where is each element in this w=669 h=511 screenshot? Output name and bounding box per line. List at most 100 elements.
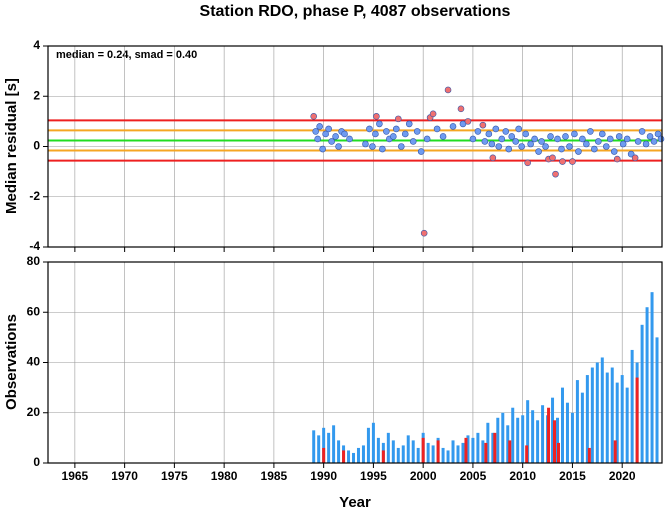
bar (585, 375, 589, 463)
bar (511, 407, 515, 463)
point (328, 138, 335, 145)
point (646, 133, 654, 140)
point (401, 130, 409, 138)
bar (650, 292, 654, 463)
point (627, 150, 635, 158)
bar (570, 412, 574, 463)
point (413, 128, 421, 135)
x-tick-label: 1980 (211, 469, 238, 483)
point (575, 148, 582, 155)
bar (531, 410, 535, 463)
x-tick-label: 2015 (559, 469, 586, 483)
x-tick-label: 1995 (360, 469, 387, 483)
point (464, 118, 472, 125)
point (505, 145, 513, 153)
point (623, 135, 631, 143)
bar (416, 447, 420, 463)
point (602, 143, 610, 150)
bar (486, 422, 490, 463)
point (314, 135, 321, 143)
bar (496, 417, 500, 463)
bar (347, 450, 351, 463)
point (332, 133, 339, 140)
bar (521, 415, 525, 463)
bar (560, 387, 564, 463)
point (595, 138, 602, 145)
plot-frame (47, 45, 663, 248)
x-tick-label: 2005 (460, 469, 487, 483)
point (638, 128, 646, 135)
point (524, 159, 531, 167)
point (522, 130, 529, 138)
point (394, 115, 402, 123)
bar (371, 422, 375, 463)
bar (580, 392, 584, 463)
point (444, 86, 452, 94)
x-tick-label: 2010 (509, 469, 536, 483)
point (423, 135, 431, 143)
bar (361, 445, 365, 463)
point (325, 125, 332, 133)
point (559, 158, 566, 165)
bar (587, 447, 591, 463)
point (554, 135, 561, 143)
point (495, 143, 503, 150)
bar (461, 442, 465, 463)
point (417, 148, 425, 155)
bar (635, 377, 639, 463)
bar (615, 382, 619, 463)
point (642, 140, 650, 148)
bar (557, 442, 561, 463)
bar (451, 440, 455, 463)
point (379, 145, 386, 153)
point (488, 140, 496, 148)
point (527, 140, 534, 148)
point (606, 135, 614, 143)
point (469, 135, 477, 143)
y-tick-label: -2 (29, 189, 40, 203)
point (631, 154, 639, 162)
point (634, 138, 642, 145)
point (420, 229, 428, 237)
point (512, 138, 520, 145)
bar (645, 307, 649, 463)
bar (613, 440, 617, 463)
point (489, 154, 497, 162)
point (558, 145, 565, 153)
bar (446, 450, 450, 463)
point (335, 143, 342, 150)
bar (426, 442, 430, 463)
point (383, 128, 390, 135)
point (518, 143, 525, 150)
bar (551, 397, 555, 463)
bar (620, 375, 624, 463)
bar (322, 427, 326, 463)
point (433, 125, 441, 133)
point (429, 110, 437, 118)
point (316, 123, 323, 130)
point (372, 130, 379, 138)
point (531, 135, 538, 143)
bar (366, 427, 370, 463)
point (362, 140, 369, 148)
bar (625, 387, 629, 463)
x-tick-label: 1985 (261, 469, 288, 483)
point (613, 155, 621, 163)
bar (590, 367, 594, 463)
bar (406, 435, 410, 463)
chart-title: Station RDO, phase P, 4087 observations (200, 3, 511, 20)
bar (640, 324, 644, 463)
bar (491, 432, 495, 463)
y-axis-label: Observations (3, 314, 20, 410)
bar (376, 437, 380, 463)
point (405, 120, 413, 128)
bar (317, 435, 321, 463)
bar (541, 405, 545, 463)
bar (421, 437, 425, 463)
point (366, 125, 373, 133)
x-tick-label: 1990 (310, 469, 337, 483)
point (549, 154, 556, 162)
point (474, 128, 482, 135)
bar (436, 440, 440, 463)
x-tick-label: 1975 (161, 469, 188, 483)
